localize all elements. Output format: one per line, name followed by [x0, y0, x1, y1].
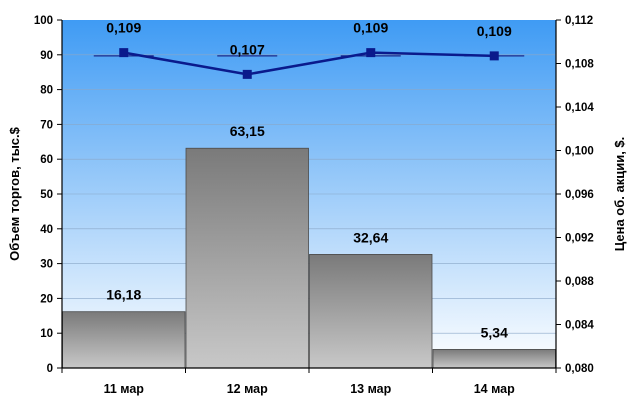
volume-data-label: 5,34 — [481, 324, 508, 340]
price-data-label: 0,107 — [230, 41, 265, 57]
right-axis-title: Цена об. акции, $. — [612, 137, 627, 252]
left-tick-label: 100 — [34, 15, 53, 27]
right-tick-label: 0,104 — [565, 102, 594, 114]
right-tick-label: 0,096 — [565, 189, 594, 201]
left-axis-title: Объем торгов, тыс.$ — [7, 126, 22, 261]
right-tick-label: 0,084 — [565, 320, 594, 332]
left-tick-label: 40 — [40, 224, 53, 236]
volume-bars — [62, 147, 556, 369]
volume-bar — [432, 349, 556, 369]
data-labels: 0,109 0,107 0,109 0,109 16,18 63,15 32,64 5,34 — [106, 20, 512, 341]
volume-bar — [62, 311, 186, 369]
left-tick-label: 0 — [47, 363, 53, 375]
left-tick-label: 60 — [40, 154, 53, 166]
price-line-path — [123, 51, 495, 76]
price-point — [489, 51, 499, 61]
left-tick-label: 70 — [40, 119, 53, 131]
x-tick-label: 14 мар — [474, 382, 515, 396]
price-line — [93, 48, 525, 79]
volume-data-label: 32,64 — [353, 229, 388, 245]
left-tick-label: 80 — [40, 85, 53, 97]
right-tick-label: 0,100 — [565, 146, 594, 158]
right-tick-label: 0,080 — [565, 363, 594, 375]
left-tick-label: 10 — [40, 328, 53, 340]
left-tick-label: 90 — [40, 50, 53, 62]
right-tick-label: 0,112 — [565, 15, 593, 27]
volume-data-label: 63,15 — [230, 123, 265, 139]
x-tick-label: 12 мар — [227, 382, 268, 396]
price-data-label: 0,109 — [477, 23, 512, 39]
x-tick-label: 13 мар — [350, 382, 391, 396]
left-tick-label: 20 — [40, 293, 53, 305]
left-tick-label: 50 — [40, 189, 53, 201]
right-tick-label: 0,092 — [565, 233, 594, 245]
left-tick-label: 30 — [40, 259, 53, 271]
volume-bar — [185, 147, 309, 369]
price-point — [366, 48, 376, 58]
x-tick-label: 11 мар — [104, 382, 145, 396]
axes: 0 10 20 30 40 50 60 70 80 90 100 0,080 0,084 0,088 0,0… — [7, 15, 627, 396]
right-tick-label: 0,108 — [565, 59, 594, 71]
price-data-label: 0,109 — [353, 20, 388, 36]
price-point — [119, 48, 129, 58]
price-data-label: 0,109 — [106, 20, 141, 36]
volume-bar — [309, 254, 433, 369]
right-tick-label: 0,088 — [565, 276, 594, 288]
price-point — [242, 69, 252, 79]
volume-data-label: 16,18 — [106, 287, 141, 303]
